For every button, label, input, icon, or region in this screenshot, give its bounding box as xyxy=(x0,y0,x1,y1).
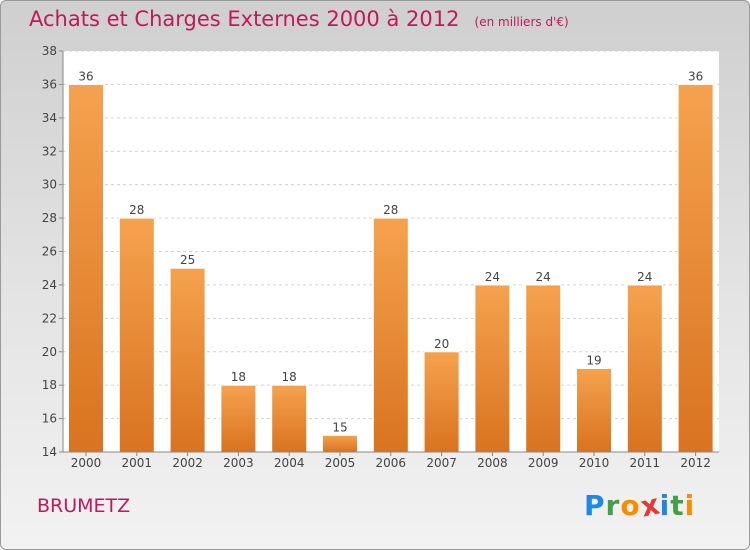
data-label: 25 xyxy=(180,253,195,267)
logo-letter: i xyxy=(684,489,696,522)
data-label: 28 xyxy=(383,203,398,217)
bar xyxy=(474,284,511,453)
bar xyxy=(169,267,206,453)
chart-title-row: Achats et Charges Externes 2000 à 2012 (… xyxy=(29,7,569,31)
data-label: 24 xyxy=(485,270,500,284)
logo-letter: o xyxy=(620,489,641,522)
data-label: 15 xyxy=(332,420,347,434)
logo-letter: t xyxy=(670,489,685,522)
x-tick-label: 2010 xyxy=(579,456,610,470)
bar xyxy=(271,384,308,453)
x-tick-label: 2001 xyxy=(122,456,153,470)
data-label: 36 xyxy=(78,69,93,83)
bar xyxy=(576,367,612,453)
data-label: 36 xyxy=(688,69,703,83)
data-label: 28 xyxy=(129,203,144,217)
x-tick-label: 2000 xyxy=(71,456,102,470)
y-tick-label: 16 xyxy=(42,412,57,426)
chart-unit: (en milliers d'€) xyxy=(474,15,569,29)
x-tick-label: 2007 xyxy=(426,456,457,470)
y-tick-label: 14 xyxy=(42,445,57,459)
y-tick-label: 22 xyxy=(42,311,57,325)
x-tick-label: 2011 xyxy=(630,456,661,470)
y-tick-label: 30 xyxy=(42,178,57,192)
x-tick-label: 2006 xyxy=(376,456,407,470)
y-tick-label: 36 xyxy=(42,77,57,91)
x-tick-label: 2012 xyxy=(680,456,711,470)
y-tick-label: 24 xyxy=(42,278,57,292)
bar xyxy=(220,384,257,453)
data-label: 19 xyxy=(586,353,601,367)
logo-letter: i xyxy=(659,489,671,522)
bar xyxy=(118,217,155,453)
data-label: 20 xyxy=(434,337,449,351)
data-label: 24 xyxy=(536,270,551,284)
x-tick-label: 2003 xyxy=(223,456,254,470)
y-tick-label: 20 xyxy=(42,345,57,359)
y-tick-label: 38 xyxy=(42,44,57,58)
y-tick-label: 34 xyxy=(42,111,57,125)
data-label: 24 xyxy=(637,270,652,284)
bar xyxy=(525,284,562,453)
bar xyxy=(677,83,714,453)
y-tick-label: 18 xyxy=(42,378,57,392)
y-tick-label: 28 xyxy=(42,211,57,225)
bar xyxy=(626,284,663,453)
bar xyxy=(322,434,358,453)
bar xyxy=(372,217,409,453)
logo-letter: P xyxy=(584,489,606,522)
data-label: 18 xyxy=(282,370,297,384)
bar xyxy=(68,83,104,453)
x-tick-label: 2008 xyxy=(477,456,508,470)
bar xyxy=(423,351,460,453)
chart-title: Achats et Charges Externes 2000 à 2012 xyxy=(29,7,460,31)
logo-letter: r xyxy=(605,489,621,522)
data-label: 18 xyxy=(231,370,246,384)
x-tick-label: 2004 xyxy=(274,456,305,470)
x-tick-label: 2005 xyxy=(325,456,356,470)
proxiti-logo: Proxiti xyxy=(584,487,696,523)
x-tick-label: 2009 xyxy=(528,456,559,470)
commune-name: BRUMETZ xyxy=(37,495,131,517)
y-tick-label: 32 xyxy=(42,144,57,158)
y-tick-label: 26 xyxy=(42,245,57,259)
x-tick-label: 2002 xyxy=(172,456,203,470)
